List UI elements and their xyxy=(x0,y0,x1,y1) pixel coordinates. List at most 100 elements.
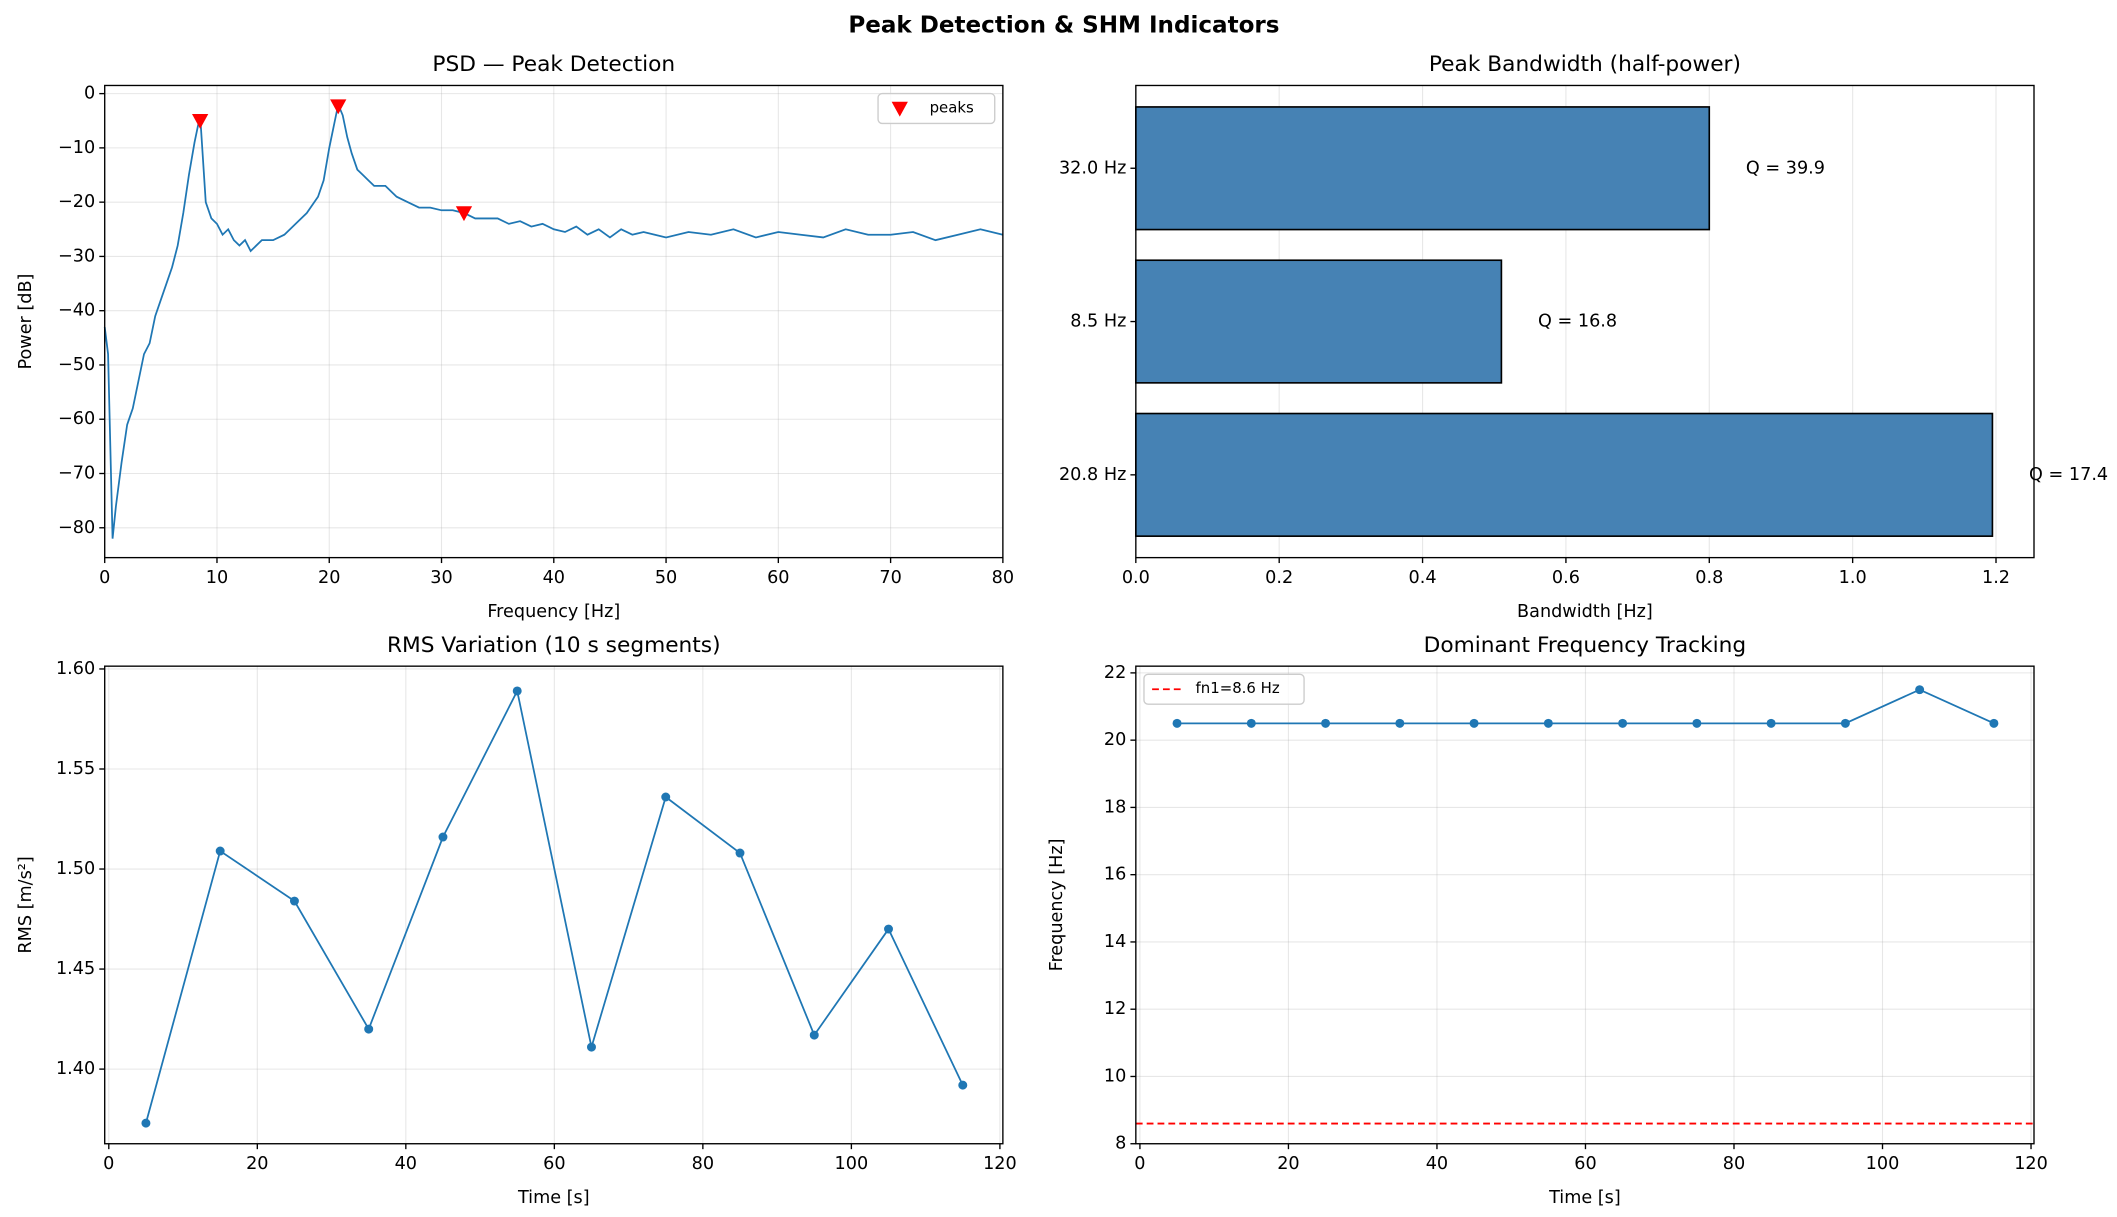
peak-marker xyxy=(330,99,347,115)
y-tick-label: −60 xyxy=(58,409,95,429)
y-tick-label: −20 xyxy=(58,192,95,212)
bar xyxy=(1135,259,1503,384)
data-point xyxy=(1395,718,1405,728)
y-tick-label: −10 xyxy=(58,138,95,158)
x-tick-label: 40 xyxy=(543,568,565,588)
data-point xyxy=(1172,718,1182,728)
data-point xyxy=(1915,685,1925,695)
legend-box xyxy=(877,92,996,125)
data-point xyxy=(958,1080,968,1090)
data-point xyxy=(735,848,745,858)
axes-frame xyxy=(1135,84,2035,559)
x-tick-label: 0.4 xyxy=(1409,568,1437,588)
axes-frame xyxy=(1135,665,2035,1145)
x-tick-label: 120 xyxy=(983,1154,1017,1174)
x-tick-label: 1.0 xyxy=(1839,568,1867,588)
data-point xyxy=(141,1118,151,1128)
y-tick-label: 8.5 Hz xyxy=(1070,312,1126,332)
y-tick-label: 8 xyxy=(1115,1134,1126,1154)
x-tick-label: 80 xyxy=(992,568,1014,588)
x-tick-label: 80 xyxy=(1723,1154,1745,1174)
x-tick-label: 0.2 xyxy=(1265,568,1293,588)
y-tick-label: 10 xyxy=(1104,1066,1126,1086)
x-tick-label: 0.0 xyxy=(1122,568,1150,588)
x-tick-label: 40 xyxy=(395,1154,417,1174)
y-tick-label: 1.60 xyxy=(56,659,95,679)
x-tick-label: 1.2 xyxy=(1982,568,2010,588)
data-line xyxy=(145,688,964,1124)
x-tick-label: 0.8 xyxy=(1695,568,1723,588)
x-tick-label: 20 xyxy=(1277,1154,1299,1174)
x-tick-label: 30 xyxy=(430,568,452,588)
data-point xyxy=(1246,718,1256,728)
x-tick-label: 60 xyxy=(543,1154,565,1174)
y-tick-label: 1.50 xyxy=(56,859,95,879)
x-tick-label: 80 xyxy=(692,1154,714,1174)
x-tick-label: 20 xyxy=(246,1154,268,1174)
x-tick-label: 20 xyxy=(318,568,340,588)
y-tick-label: −40 xyxy=(58,301,95,321)
x-tick-label: 70 xyxy=(879,568,901,588)
y-tick-label: 20.8 Hz xyxy=(1059,465,1126,485)
data-point xyxy=(884,924,893,934)
bar-annotation: Q = 16.8 xyxy=(1538,312,1617,332)
axes-frame xyxy=(104,665,1004,1145)
bar-annotation: Q = 39.9 xyxy=(1746,158,1825,178)
legend-label: peaks xyxy=(930,99,974,117)
y-tick-label: 22 xyxy=(1104,663,1126,683)
axes-frame xyxy=(104,84,1004,559)
data-point xyxy=(512,686,522,696)
y-tick-label: −70 xyxy=(58,464,95,484)
x-tick-label: 50 xyxy=(655,568,677,588)
data-line xyxy=(103,101,1004,539)
data-point xyxy=(215,846,225,856)
y-tick-label: −50 xyxy=(58,355,95,375)
legend-box xyxy=(1143,673,1305,705)
y-axis-label: Frequency [Hz] xyxy=(1047,838,1067,971)
y-tick-label: 1.55 xyxy=(56,759,95,779)
x-axis-label: Time [s] xyxy=(517,1188,590,1208)
data-point xyxy=(1692,718,1702,728)
panel-title: RMS Variation (10 s segments) xyxy=(387,633,721,658)
panel-title: Peak Bandwidth (half-power) xyxy=(1429,52,1741,77)
y-tick-label: 18 xyxy=(1104,797,1126,817)
data-point xyxy=(364,1024,374,1034)
x-tick-label: 0.6 xyxy=(1552,568,1580,588)
x-axis-label: Time [s] xyxy=(1548,1188,1621,1208)
y-tick-label: −30 xyxy=(58,246,95,266)
data-point xyxy=(1766,718,1776,728)
data-point xyxy=(289,896,299,906)
y-tick-label: 32.0 Hz xyxy=(1059,158,1126,178)
data-point xyxy=(1989,718,1999,728)
x-tick-label: 0 xyxy=(103,1154,114,1174)
data-point xyxy=(587,1042,596,1052)
data-point xyxy=(809,1030,819,1040)
panel-title: Dominant Frequency Tracking xyxy=(1424,633,1747,658)
figure-title: Peak Detection & SHM Indicators xyxy=(848,12,1279,38)
data-point xyxy=(661,792,671,802)
x-tick-label: 60 xyxy=(1574,1154,1596,1174)
x-axis-label: Frequency [Hz] xyxy=(487,602,620,622)
peak-marker xyxy=(191,113,209,129)
x-axis-label: Bandwidth [Hz] xyxy=(1517,602,1653,622)
x-tick-label: 40 xyxy=(1426,1154,1448,1174)
data-point xyxy=(1618,718,1628,728)
x-tick-label: 10 xyxy=(206,568,228,588)
x-tick-label: 0 xyxy=(1134,1154,1145,1174)
x-tick-label: 100 xyxy=(1866,1154,1900,1174)
y-tick-label: 1.40 xyxy=(56,1059,95,1079)
x-tick-label: 60 xyxy=(767,568,789,588)
legend-marker xyxy=(891,101,908,117)
y-axis-label: Power [dB] xyxy=(16,274,36,370)
y-tick-label: 1.45 xyxy=(56,959,95,979)
data-line xyxy=(1177,688,1995,725)
x-tick-label: 100 xyxy=(835,1154,869,1174)
data-point xyxy=(438,832,448,842)
y-tick-label: 0 xyxy=(84,84,95,104)
bar xyxy=(1135,412,1994,537)
bar-annotation: Q = 17.4 xyxy=(2029,465,2108,485)
data-point xyxy=(1543,718,1553,728)
y-tick-label: 20 xyxy=(1104,730,1126,750)
